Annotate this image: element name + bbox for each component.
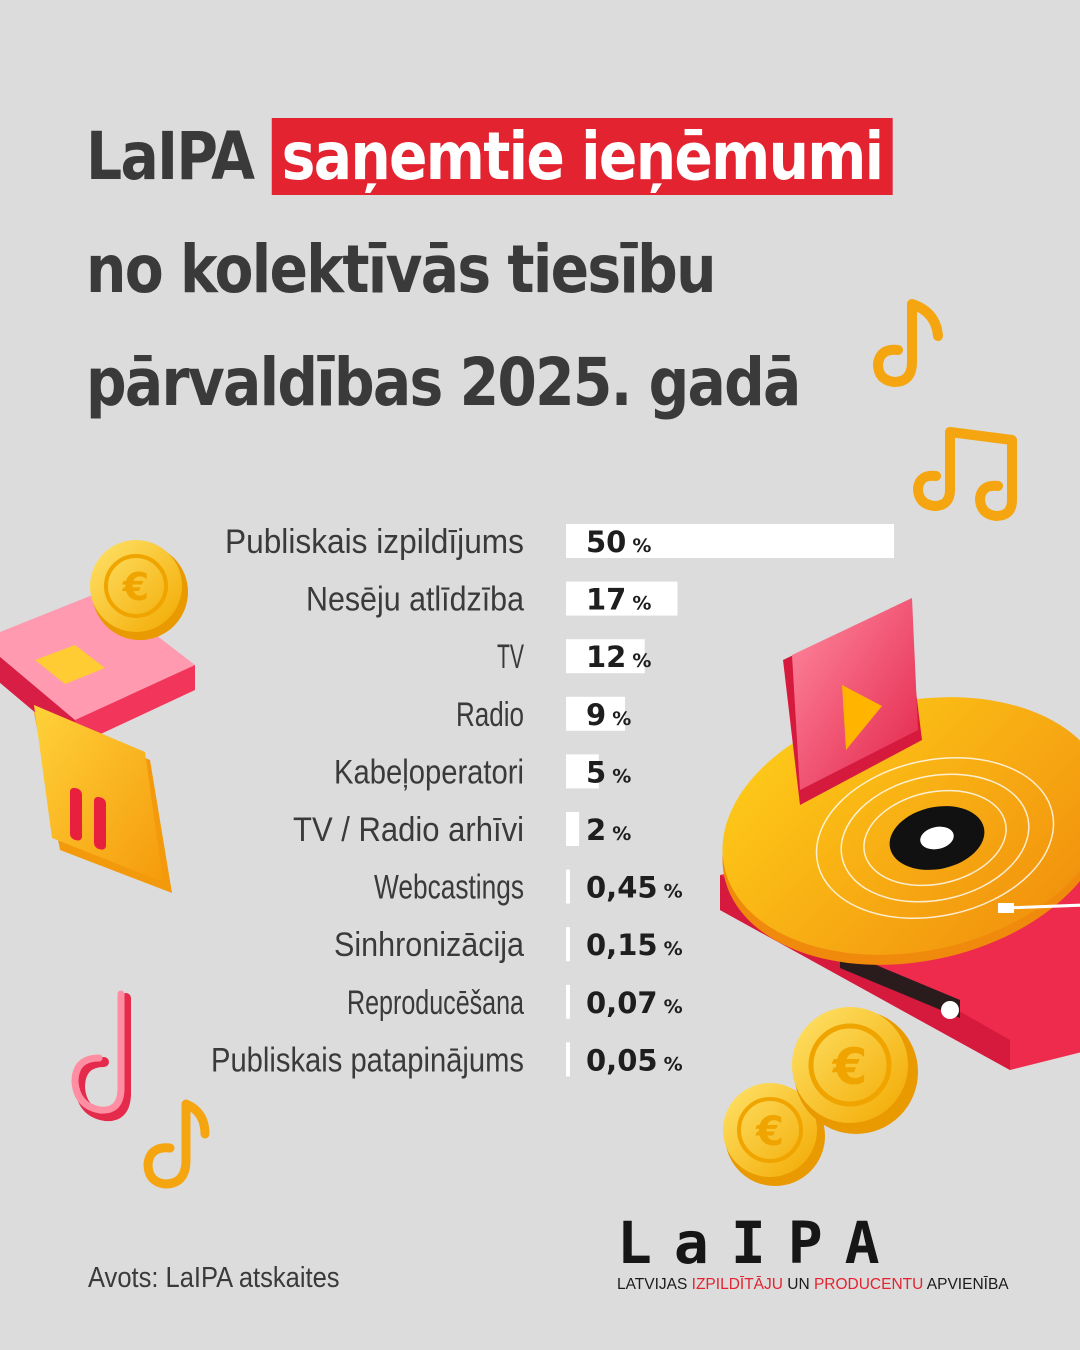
euro-coin-icon: € (90, 540, 188, 640)
bar (566, 524, 894, 558)
svg-text:€: € (832, 1038, 868, 1096)
title-line-2: no kolektīvās tiesību (86, 231, 716, 308)
euro-coin-icon: € (792, 1007, 918, 1134)
value-label: 2% (586, 813, 631, 847)
bar (566, 869, 570, 904)
value-label: 0,15% (586, 928, 683, 962)
music-note-icon (143, 1099, 210, 1189)
music-note-icon (872, 299, 943, 388)
category-label: Sinhronizācija (334, 926, 524, 964)
title-prefix: LaIPA (86, 118, 255, 195)
bar (566, 754, 599, 789)
value-label: 12% (586, 640, 651, 674)
value-label: 0,45% (586, 871, 683, 905)
source-note: Avots: LaIPA atskaites (88, 1262, 340, 1294)
bar (566, 696, 626, 731)
category-label: Kabeļoperatori (334, 753, 524, 791)
category-label: Radio (456, 696, 524, 734)
music-note-icon (71, 990, 131, 1122)
value-label: 0,07% (586, 986, 683, 1020)
category-label: Publiskais izpildījums (225, 523, 524, 561)
category-label: Reproducēšana (347, 984, 524, 1022)
bar (566, 984, 570, 1019)
play-button-icon (783, 598, 922, 805)
euro-coin-icon: € (723, 1083, 825, 1186)
bar (566, 581, 678, 616)
category-label: Nesēju atlīdzība (306, 581, 524, 619)
value-label: 9% (586, 698, 631, 732)
logo-subtitle-part: PRODUCENTU (813, 1276, 924, 1293)
pause-button-icon (34, 705, 172, 893)
category-label: Webcastings (374, 869, 524, 907)
category-label: TV / Radio arhīvi (293, 811, 524, 849)
logo-subtitle-part: LATVIJAS (617, 1276, 692, 1293)
value-label: 50% (586, 525, 651, 559)
value-label: 0,05% (586, 1043, 683, 1077)
page-title: LaIPA saņemtie ieņēmumi no kolektīvās ti… (86, 100, 893, 439)
bar (566, 812, 580, 846)
logo-subtitle-part: APVIENĪBA (923, 1276, 1009, 1293)
svg-text:€: € (122, 565, 149, 609)
category-label: TV (497, 638, 524, 676)
logo-subtitle-part: UN (782, 1276, 814, 1293)
category-label: Publiskais patapinājums (211, 1041, 524, 1079)
title-line-3: pārvaldības 2025. gadā (86, 344, 801, 421)
bar (566, 639, 645, 674)
logo-mark: LaIPA (617, 1209, 902, 1277)
double-music-note-icon (913, 427, 1017, 521)
value-label: 17% (586, 583, 651, 617)
bar (566, 927, 570, 962)
svg-text:€: € (755, 1109, 784, 1155)
logo-subtitle: LATVIJAS IZPILDĪTĀJU UN PRODUCENTU APVIE… (617, 1276, 1009, 1294)
title-highlight: saņemtie ieņēmumi (271, 118, 893, 195)
logo-subtitle-part: IZPILDĪTĀJU (691, 1276, 783, 1293)
bar (566, 1042, 570, 1077)
laipa-logo: LaIPA LATVIJAS IZPILDĪTĀJU UN PRODUCENTU… (617, 1209, 1009, 1294)
value-label: 5% (586, 755, 631, 789)
